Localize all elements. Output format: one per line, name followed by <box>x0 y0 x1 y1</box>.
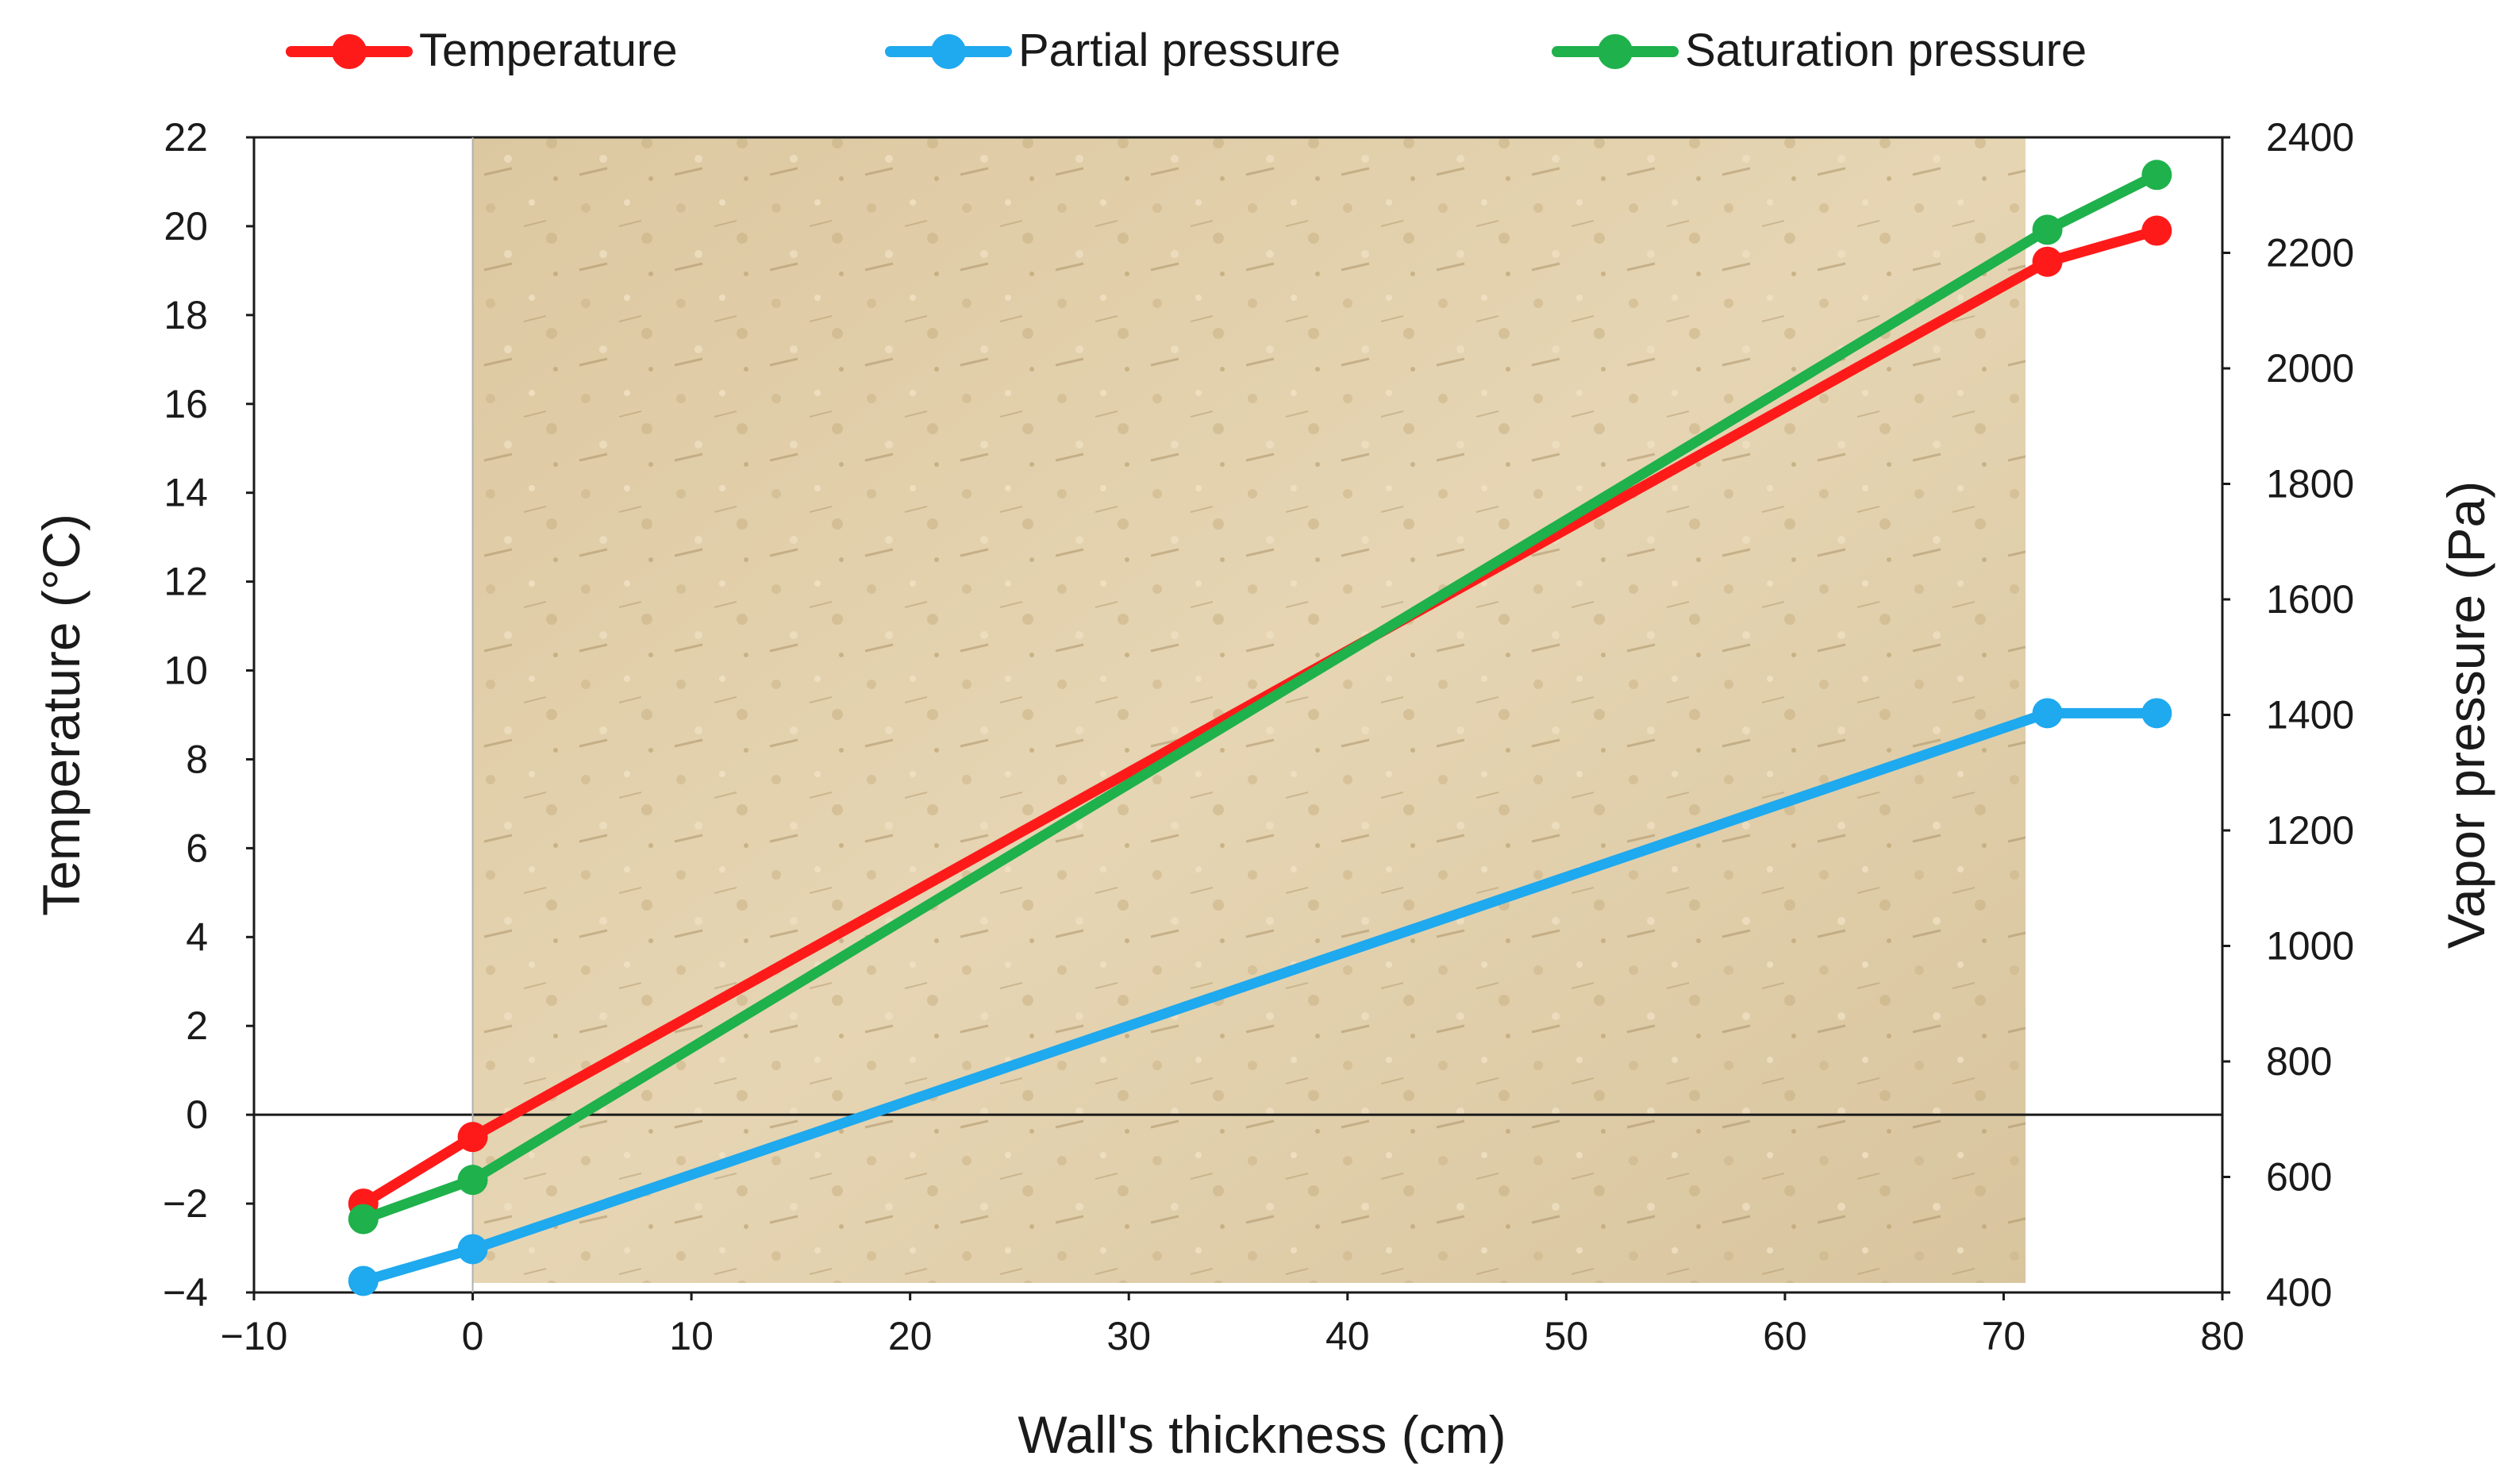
y-right-tick-label: 400 <box>2266 1270 2332 1315</box>
y-right-tick-label: 1000 <box>2266 924 2354 969</box>
series-line-saturation-pressure <box>358 169 2162 1225</box>
legend-swatch-saturation-pressure <box>1552 14 1679 86</box>
x-tick-label: 80 <box>2200 1314 2245 1358</box>
x-tick-label: 10 <box>669 1314 714 1358</box>
y-left-tick-label: 8 <box>186 737 208 781</box>
y-left-tick-label: 10 <box>164 649 208 693</box>
x-tick-label: 20 <box>888 1314 933 1358</box>
x-tick-label: −10 <box>221 1314 288 1358</box>
data-point-partial-pressure <box>2141 698 2172 729</box>
x-tick-label: 60 <box>1763 1314 1807 1358</box>
x-tick-label: 40 <box>1325 1314 1370 1358</box>
x-tick-label: 70 <box>1982 1314 2026 1358</box>
data-point-temperature <box>2032 246 2063 277</box>
legend-item-partial-pressure: Partial pressure <box>885 14 1341 86</box>
series-partial-pressure <box>348 698 2172 1296</box>
x-tick-label: 0 <box>462 1314 484 1358</box>
data-point-saturation-pressure <box>2032 214 2063 245</box>
legend-item-temperature: Temperature <box>286 14 678 86</box>
y-left-tick-label: 4 <box>186 915 208 959</box>
x-tick-label: 50 <box>1545 1314 1589 1358</box>
y-left-tick-label: 22 <box>164 115 208 160</box>
x-tick-label: 30 <box>1106 1314 1151 1358</box>
y-right-tick-label: 2200 <box>2266 231 2354 275</box>
series-line-partial-pressure <box>358 707 2162 1286</box>
legend-item-saturation-pressure: Saturation pressure <box>1552 14 2087 86</box>
data-point-temperature <box>457 1122 488 1153</box>
legend-swatch-partial-pressure <box>885 14 1012 86</box>
data-point-temperature <box>2141 215 2172 246</box>
legend-label-temperature: Temperature <box>419 24 678 76</box>
y-right-tick-label: 600 <box>2266 1155 2332 1200</box>
y-right-tick-label: 800 <box>2266 1039 2332 1084</box>
legend: Temperature Partial pressure Saturation … <box>0 14 2520 86</box>
y-left-axis-title: Temperature (°C) <box>32 514 90 916</box>
y-left-tick-label: 20 <box>164 204 208 248</box>
data-point-saturation-pressure <box>2141 160 2172 191</box>
data-point-partial-pressure <box>348 1265 379 1296</box>
y-left-tick-label: −2 <box>163 1181 208 1226</box>
y-right-tick-label: 1600 <box>2266 577 2354 622</box>
y-right-tick-label: 1200 <box>2266 808 2354 853</box>
x-axis-title: Wall's thickness (cm) <box>1018 1405 1506 1464</box>
y-left-tick-label: 0 <box>186 1092 208 1137</box>
legend-label-partial-pressure: Partial pressure <box>1018 24 1341 76</box>
y-right-tick-label: 2000 <box>2266 346 2354 391</box>
legend-label-saturation-pressure: Saturation pressure <box>1685 24 2087 76</box>
data-point-saturation-pressure <box>348 1204 379 1235</box>
y-left-tick-label: 18 <box>164 293 208 337</box>
y-right-tick-label: 2400 <box>2266 115 2354 160</box>
data-point-saturation-pressure <box>457 1165 488 1196</box>
y-right-axis-title: Vapor pressure (Pa) <box>2437 481 2495 949</box>
series-saturation-pressure <box>348 160 2172 1235</box>
y-left-tick-label: −4 <box>163 1270 208 1315</box>
data-point-partial-pressure <box>457 1234 488 1265</box>
y-left-tick-label: 14 <box>164 471 208 515</box>
legend-swatch-temperature <box>286 14 413 86</box>
y-left-tick-label: 6 <box>186 826 208 870</box>
y-left-tick-label: 12 <box>164 560 208 604</box>
y-left-tick-label: 2 <box>186 1003 208 1048</box>
y-left-tick-label: 16 <box>164 382 208 426</box>
data-point-partial-pressure <box>2032 698 2063 729</box>
y-right-tick-label: 1400 <box>2266 693 2354 738</box>
y-right-tick-label: 1800 <box>2266 462 2354 507</box>
